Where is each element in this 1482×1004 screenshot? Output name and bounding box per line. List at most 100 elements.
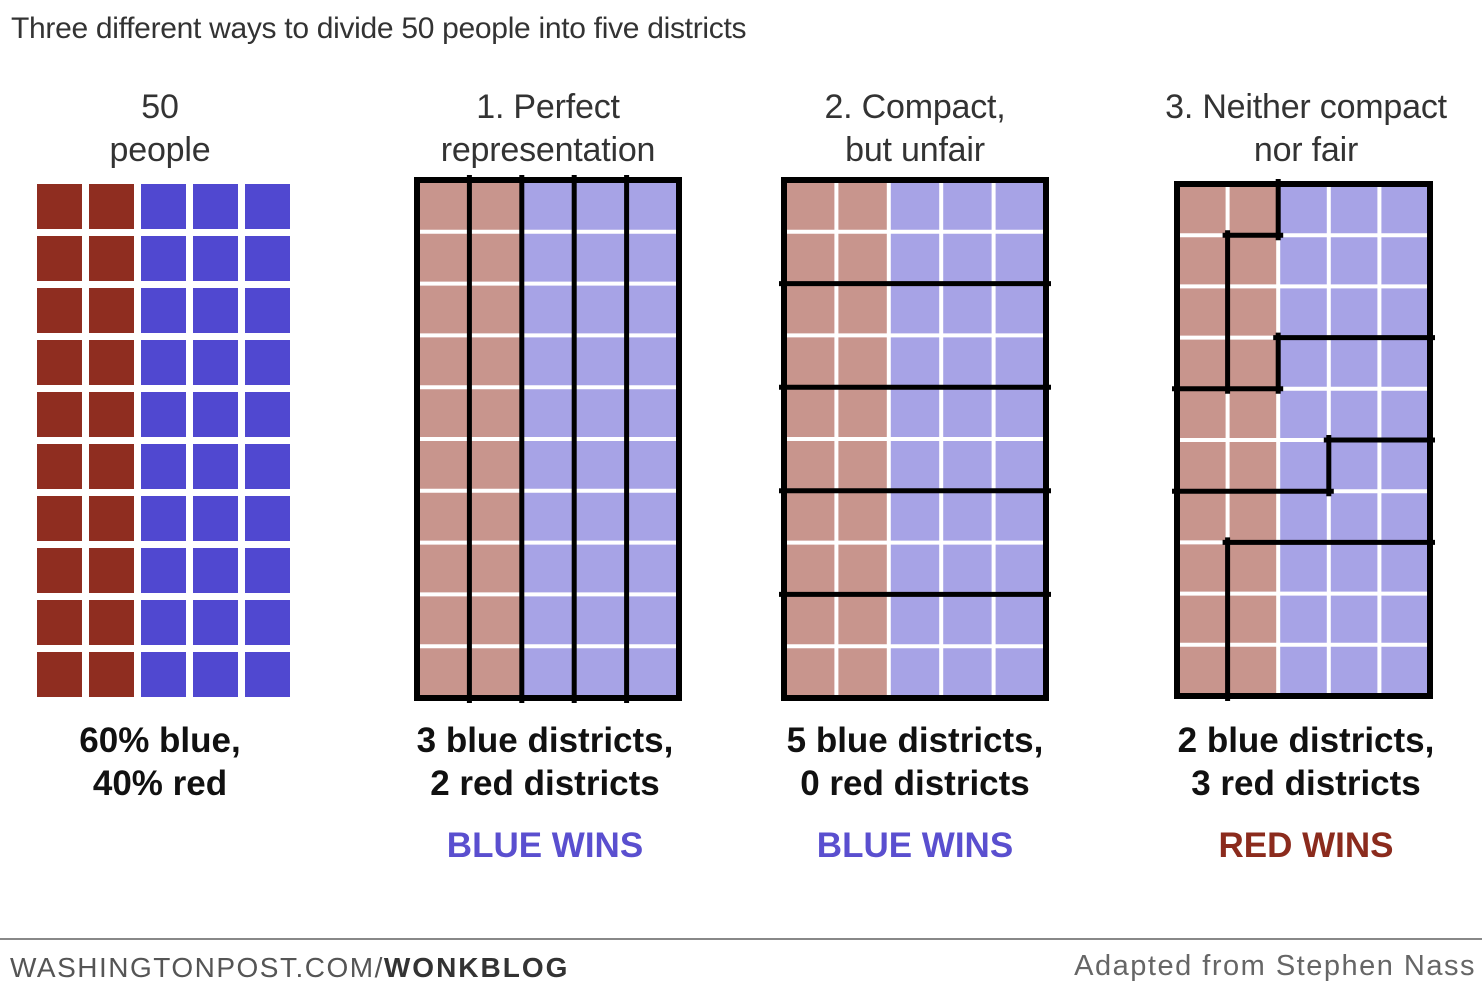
- blue-person-cell: [245, 444, 290, 489]
- blue-person-cell: [141, 392, 186, 437]
- panel-title-line1: 3. Neither compact: [1165, 88, 1447, 126]
- panel-title-compact: 2. Compact, but unfair: [735, 86, 1095, 172]
- red-person-cell: [417, 542, 470, 595]
- red-person-cell: [37, 340, 82, 385]
- blue-person-cell: [521, 231, 575, 284]
- red-person-cell: [417, 594, 470, 647]
- blue-person-cell: [574, 231, 627, 284]
- blue-person-cell: [521, 387, 575, 439]
- red-person-cell: [469, 594, 522, 647]
- red-person-cell: [1227, 235, 1279, 287]
- blue-person-cell: [941, 231, 994, 284]
- blue-person-cell: [193, 340, 238, 385]
- blue-person-cell: [193, 652, 238, 697]
- population-grid: [37, 184, 290, 697]
- red-person-cell: [836, 490, 889, 543]
- footer-divider: [0, 938, 1482, 940]
- red-person-cell: [417, 646, 470, 698]
- red-person-cell: [89, 340, 134, 385]
- blue-person-cell: [1379, 337, 1430, 389]
- blue-person-cell: [245, 340, 290, 385]
- red-person-cell: [37, 184, 82, 229]
- footer-source-brand: WONKBLOG: [383, 952, 570, 983]
- blue-person-cell: [941, 387, 994, 439]
- blue-person-cell: [993, 594, 1046, 647]
- blue-person-cell: [521, 646, 575, 698]
- blue-person-cell: [574, 490, 627, 543]
- blue-person-cell: [941, 594, 994, 647]
- blue-person-cell: [1278, 235, 1329, 287]
- red-person-cell: [1227, 337, 1279, 389]
- district-boundary: [466, 175, 630, 703]
- blue-person-cell: [941, 542, 994, 595]
- red-person-cell: [417, 180, 470, 232]
- blue-person-cell: [141, 496, 186, 541]
- blue-person-cell: [888, 594, 942, 647]
- red-person-cell: [836, 231, 889, 284]
- blue-person-cell: [1379, 235, 1430, 287]
- blue-person-cell: [193, 184, 238, 229]
- blue-person-cell: [941, 439, 994, 491]
- red-person-cell: [89, 288, 134, 333]
- blue-person-cell: [521, 335, 575, 388]
- blue-person-cell: [1328, 593, 1380, 645]
- red-person-cell: [89, 392, 134, 437]
- blue-person-cell: [626, 490, 679, 543]
- blue-person-cell: [941, 335, 994, 388]
- red-person-cell: [1177, 286, 1228, 338]
- red-person-cell: [784, 180, 837, 232]
- blue-person-cell: [941, 180, 994, 232]
- blue-person-cell: [193, 288, 238, 333]
- compact-unfair-grid: [779, 177, 1051, 701]
- red-person-cell: [417, 439, 470, 491]
- red-person-cell: [469, 231, 522, 284]
- district-boundary: [1172, 179, 1435, 701]
- blue-person-cell: [521, 594, 575, 647]
- outcome-perfect: 3 blue districts, 2 red districts: [355, 719, 735, 805]
- red-person-cell: [784, 594, 837, 647]
- red-person-cell: [1177, 184, 1228, 236]
- footer-source: WASHINGTONPOST.COM/WONKBLOG: [10, 952, 569, 984]
- outcome-neither: 2 blue districts, 3 red districts: [1116, 719, 1482, 805]
- blue-person-cell: [1278, 286, 1329, 338]
- red-person-cell: [89, 548, 134, 593]
- blue-person-cell: [1379, 491, 1430, 543]
- blue-person-cell: [626, 439, 679, 491]
- red-person-cell: [836, 646, 889, 698]
- blue-person-cell: [888, 439, 942, 491]
- red-person-cell: [469, 283, 522, 336]
- outcome-line2: 2 red districts: [430, 764, 660, 803]
- blue-person-cell: [521, 180, 575, 232]
- winner-label-neither: RED WINS: [1218, 826, 1394, 865]
- blue-person-cell: [888, 646, 942, 698]
- blue-person-cell: [245, 288, 290, 333]
- outcome-line1: 3 blue districts,: [416, 721, 674, 760]
- red-person-cell: [37, 600, 82, 645]
- blue-person-cell: [888, 542, 942, 595]
- red-person-cell: [37, 288, 82, 333]
- blue-person-cell: [993, 439, 1046, 491]
- outcome-line1: 2 blue districts,: [1177, 721, 1435, 760]
- blue-person-cell: [141, 652, 186, 697]
- red-person-cell: [1177, 388, 1228, 440]
- blue-person-cell: [941, 283, 994, 336]
- panel-title-line2: nor fair: [1253, 131, 1359, 169]
- red-person-cell: [37, 392, 82, 437]
- panel-title-perfect: 1. Perfect representation: [368, 86, 728, 172]
- blue-person-cell: [1278, 388, 1329, 440]
- blue-person-cell: [993, 180, 1046, 232]
- blue-person-cell: [1328, 286, 1380, 338]
- panel-title-population: 50 people: [0, 86, 340, 172]
- blue-person-cell: [245, 392, 290, 437]
- outcome-line1: 5 blue districts,: [786, 721, 1044, 760]
- panel-title-neither: 3. Neither compact nor fair: [1126, 86, 1482, 172]
- blue-person-cell: [888, 387, 942, 439]
- blue-person-cell: [993, 490, 1046, 543]
- blue-person-cell: [993, 387, 1046, 439]
- blue-person-cell: [521, 283, 575, 336]
- blue-person-cell: [626, 335, 679, 388]
- blue-person-cell: [993, 542, 1046, 595]
- blue-person-cell: [941, 646, 994, 698]
- red-person-cell: [836, 542, 889, 595]
- blue-person-cell: [193, 600, 238, 645]
